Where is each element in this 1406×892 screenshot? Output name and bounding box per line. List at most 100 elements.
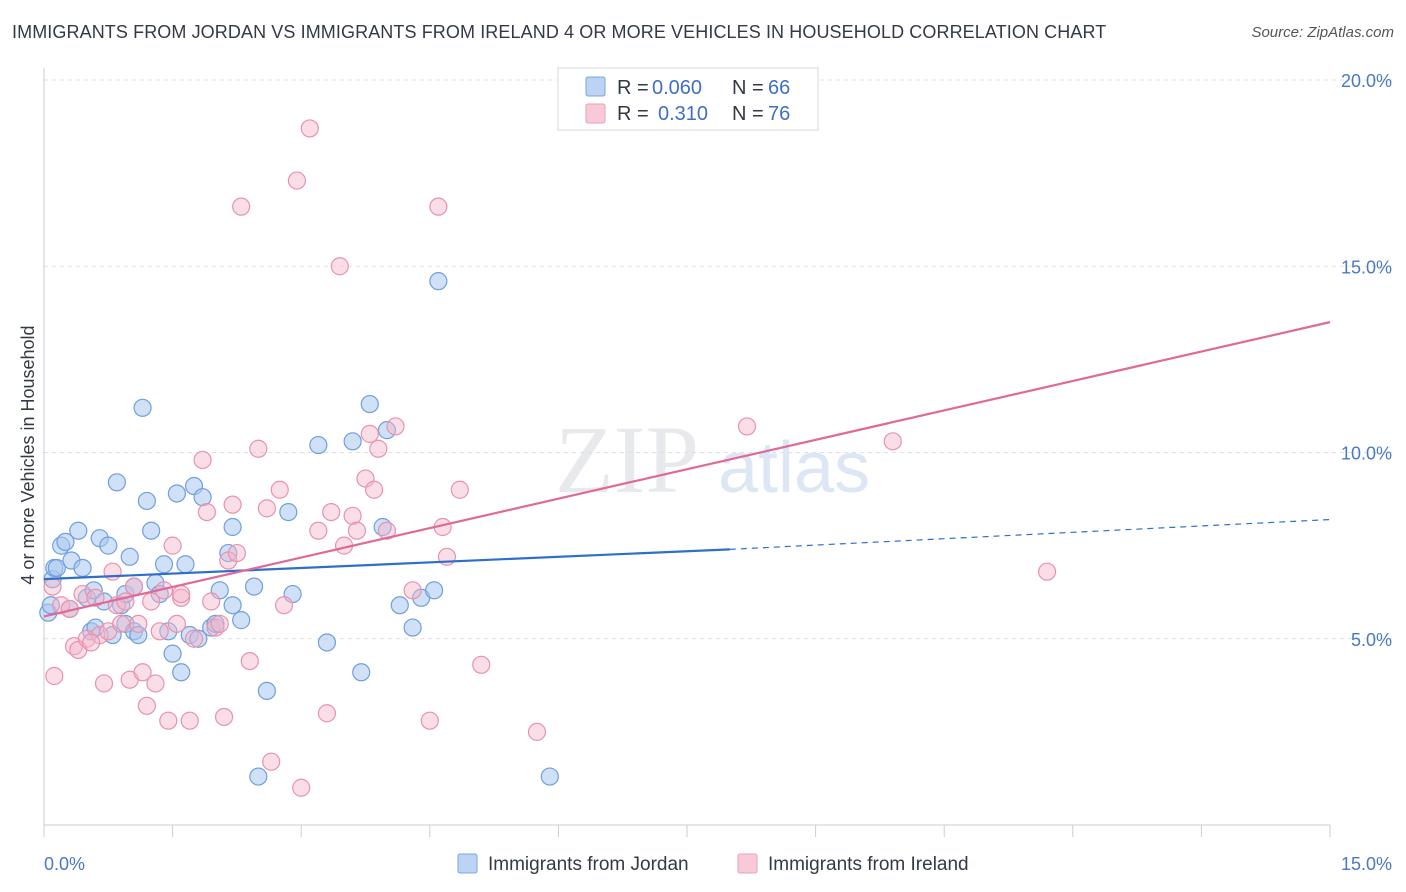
jordan-point-32 xyxy=(154,555,174,574)
ireland-point-42 xyxy=(257,499,277,518)
ireland-point-23 xyxy=(150,622,169,641)
ireland-point-27 xyxy=(167,614,186,633)
jordan-trend-extension xyxy=(729,518,1331,550)
watermark-zip: ZIP xyxy=(555,406,699,513)
jordan-point-49 xyxy=(244,577,264,596)
ireland-point-62 xyxy=(403,581,422,600)
ireland-point-33 xyxy=(202,592,221,611)
legend: R = 0.060 N = 66 R = 0.310 N = 76 xyxy=(557,67,819,131)
jordan-point-36 xyxy=(172,663,191,682)
ireland-point-51 xyxy=(322,502,341,522)
legend-r-label-2: R = xyxy=(617,103,649,125)
axes xyxy=(43,68,1331,837)
ireland-point-37 xyxy=(223,495,242,514)
ireland-point-63 xyxy=(420,711,439,730)
ireland-point-59 xyxy=(369,439,388,458)
ireland-point-45 xyxy=(274,596,294,615)
ireland-point-71 xyxy=(883,432,902,451)
ireland-point-54 xyxy=(343,506,362,525)
ireland-point-72 xyxy=(1037,562,1057,581)
y-tick-label-2: 15.0% xyxy=(1341,257,1392,277)
jordan-point-51 xyxy=(257,681,277,701)
bottom-legend-jordan: Immigrants from Jordan xyxy=(488,854,689,875)
ireland-point-44 xyxy=(270,480,289,499)
jordan-point-34 xyxy=(163,644,182,663)
y-axis-label: 4 or more Vehicles in Household xyxy=(18,325,38,584)
bottom-legend-swatch-jordan xyxy=(457,853,478,874)
bottom-legend: Immigrants from Jordan Immigrants from I… xyxy=(457,853,969,875)
jordan-point-55 xyxy=(317,633,337,652)
ireland-point-0 xyxy=(43,577,62,596)
ireland-point-58 xyxy=(364,480,384,499)
legend-n-value-2: 76 xyxy=(768,103,790,125)
watermark-atlas: atlas xyxy=(718,428,870,508)
legend-swatch-jordan xyxy=(585,76,606,97)
ireland-point-43 xyxy=(262,752,281,771)
ireland-point-60 xyxy=(377,521,397,540)
ireland-point-68 xyxy=(472,655,491,674)
chart-title: IMMIGRANTS FROM JORDAN VS IMMIGRANTS FRO… xyxy=(12,22,1107,42)
x-tick-label-0: 0.0% xyxy=(44,854,85,874)
jordan-point-28 xyxy=(137,491,156,511)
jordan-point-41 xyxy=(193,488,212,507)
ireland-point-41 xyxy=(249,439,268,458)
jordan-point-46 xyxy=(223,596,242,615)
jordan-point-66 xyxy=(540,767,559,786)
ireland-point-35 xyxy=(210,614,229,633)
bottom-legend-ireland: Immigrants from Ireland xyxy=(768,854,969,875)
ireland-point-67 xyxy=(450,480,469,499)
jordan-point-64 xyxy=(424,581,444,600)
ireland-point-20 xyxy=(137,696,156,715)
ireland-point-74 xyxy=(172,584,191,604)
jordan-point-57 xyxy=(352,663,371,682)
y-tick-label-0: 5.0% xyxy=(1351,630,1392,650)
x-tick-label-1: 15.0% xyxy=(1341,854,1392,874)
legend-n-label-2: N = xyxy=(732,103,764,125)
ireland-point-10 xyxy=(94,674,114,693)
ireland-point-26 xyxy=(163,536,182,555)
ireland-point-64 xyxy=(429,197,448,216)
ireland-point-39 xyxy=(232,197,251,216)
y-tick-label-3: 20.0% xyxy=(1341,71,1392,91)
jordan-point-29 xyxy=(142,521,161,540)
jordan-point-35 xyxy=(167,484,186,503)
jordan-point-27 xyxy=(133,398,152,417)
ireland-point-75 xyxy=(82,633,101,652)
ireland-point-38 xyxy=(227,543,246,563)
jordan-point-48 xyxy=(232,611,251,630)
ireland-trend-line xyxy=(43,321,1331,618)
jordan-point-40 xyxy=(189,629,208,648)
grid-lines xyxy=(44,79,1392,640)
ireland-point-25 xyxy=(159,711,178,730)
jordan-point-47 xyxy=(223,517,242,537)
ireland-point-40 xyxy=(240,651,259,671)
jordan-point-50 xyxy=(249,767,268,786)
ireland-point-32 xyxy=(197,502,216,522)
ireland-point-19 xyxy=(133,663,152,682)
legend-r-value-2: 0.310 xyxy=(658,103,708,125)
ireland-point-69 xyxy=(527,722,547,741)
jordan-point-13 xyxy=(84,581,103,600)
jordan-point-52 xyxy=(279,502,298,522)
ireland-point-52 xyxy=(330,257,349,276)
jordan-point-19 xyxy=(107,473,126,492)
jordan-point-37 xyxy=(176,555,195,574)
jordan-point-58 xyxy=(360,394,379,414)
legend-swatch-ireland xyxy=(585,103,606,124)
ireland-point-61 xyxy=(386,417,405,436)
jordan-points xyxy=(39,272,559,786)
legend-r-label-1: R = xyxy=(617,77,649,99)
ireland-point-70 xyxy=(737,417,757,436)
jordan-trend-line xyxy=(43,548,730,581)
jordan-point-65 xyxy=(429,272,448,291)
jordan-point-61 xyxy=(390,596,409,615)
ireland-point-48 xyxy=(300,119,319,138)
jordan-point-56 xyxy=(343,432,362,451)
jordan-point-10 xyxy=(73,558,92,578)
y-tick-label-1: 10.0% xyxy=(1341,444,1392,464)
legend-r-value-1: 0.060 xyxy=(652,77,702,99)
ireland-point-30 xyxy=(184,629,204,648)
ireland-point-18 xyxy=(129,614,148,633)
ireland-point-12 xyxy=(103,562,122,581)
